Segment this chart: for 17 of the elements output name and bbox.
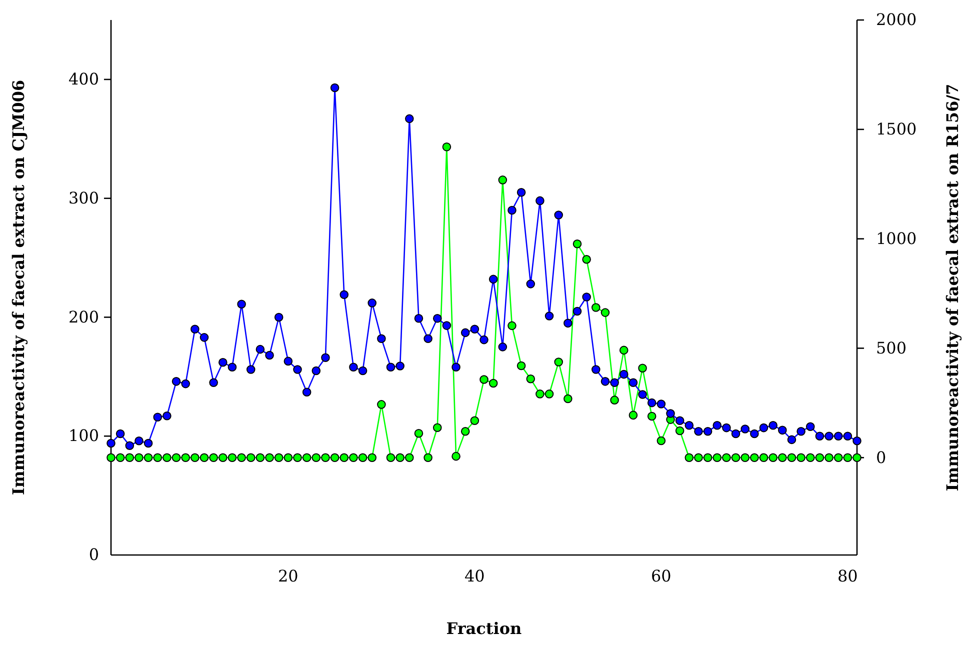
y2-tick-label: 2000	[876, 10, 917, 30]
y2-tick-label: 1000	[876, 228, 917, 248]
y-tick-label: 200	[68, 307, 99, 326]
y2-tick-label: 500	[876, 338, 907, 358]
y2-tick-label: 0	[876, 448, 886, 467]
x-tick-label: 20	[278, 566, 298, 586]
y-tick-label: 400	[68, 70, 99, 89]
x-tick-label: 60	[650, 566, 672, 586]
y2-axis-title: Immunoreactivity of faecal extract on R156/7	[943, 84, 962, 492]
y-tick-label: 100	[68, 426, 99, 446]
y-tick-label: 300	[68, 188, 99, 208]
x-axis-title: Fraction	[446, 619, 522, 638]
y-tick-label: 0	[88, 545, 99, 564]
x-tick-label: 80	[837, 566, 858, 586]
y2-tick-label: 1500	[876, 120, 917, 139]
x-tick-label: 40	[464, 566, 485, 586]
y-axis-title: Immunoreactivity of faecal extract on CJM006	[9, 80, 28, 496]
